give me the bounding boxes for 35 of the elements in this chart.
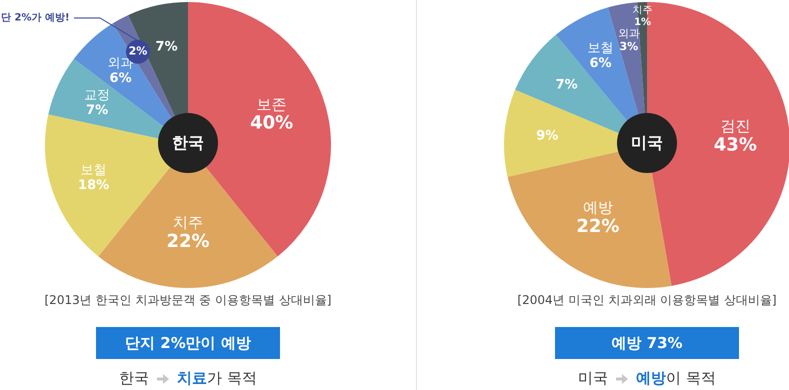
text: 가 목적 xyxy=(207,369,257,387)
data-label: 7% xyxy=(156,40,178,55)
slice-label: 치주 xyxy=(173,214,203,232)
text: 한국 xyxy=(119,369,150,387)
data-label: 6% xyxy=(110,70,132,86)
text: 단 2%가 예방! xyxy=(1,12,70,24)
text: 미국 xyxy=(617,113,677,173)
data-label: 22% xyxy=(576,216,620,237)
text: 이 목적 xyxy=(666,369,716,387)
text: 한국 xyxy=(158,113,218,173)
slice-label: 보존 xyxy=(256,95,287,114)
text: [2013년 한국인 치과방문객 중 이용항목별 상대비율] xyxy=(44,292,332,309)
text: 미국 xyxy=(578,369,608,387)
slice-label: 외과 xyxy=(108,56,134,71)
text: [2004년 미국인 치과외래 이용항목별 상대비율] xyxy=(516,292,778,309)
data-label: 7% xyxy=(86,103,108,118)
text: 예방 73% xyxy=(555,327,739,359)
slice-label: 교정 xyxy=(84,88,110,104)
data-label: 43% xyxy=(714,134,757,156)
text: 단지 2%만이 예방 xyxy=(96,327,280,359)
data-label: 3% xyxy=(619,40,638,54)
slice-label: 검진 xyxy=(720,117,750,136)
data-label: 6% xyxy=(589,56,612,72)
slice-label: 보철 xyxy=(587,41,614,56)
data-label: 9% xyxy=(536,128,558,144)
slice-label: 보철 xyxy=(80,163,107,178)
data-label: 22% xyxy=(166,230,210,252)
text: 예방 xyxy=(636,369,666,387)
data-label: 40% xyxy=(250,112,294,134)
slice-label: 외과 xyxy=(618,27,640,40)
data-label: 18% xyxy=(78,178,110,194)
text: 치료 xyxy=(177,369,208,387)
slice-label: 예방 xyxy=(582,198,613,217)
data-label: 2% xyxy=(128,44,148,58)
data-label: 7% xyxy=(556,78,578,93)
